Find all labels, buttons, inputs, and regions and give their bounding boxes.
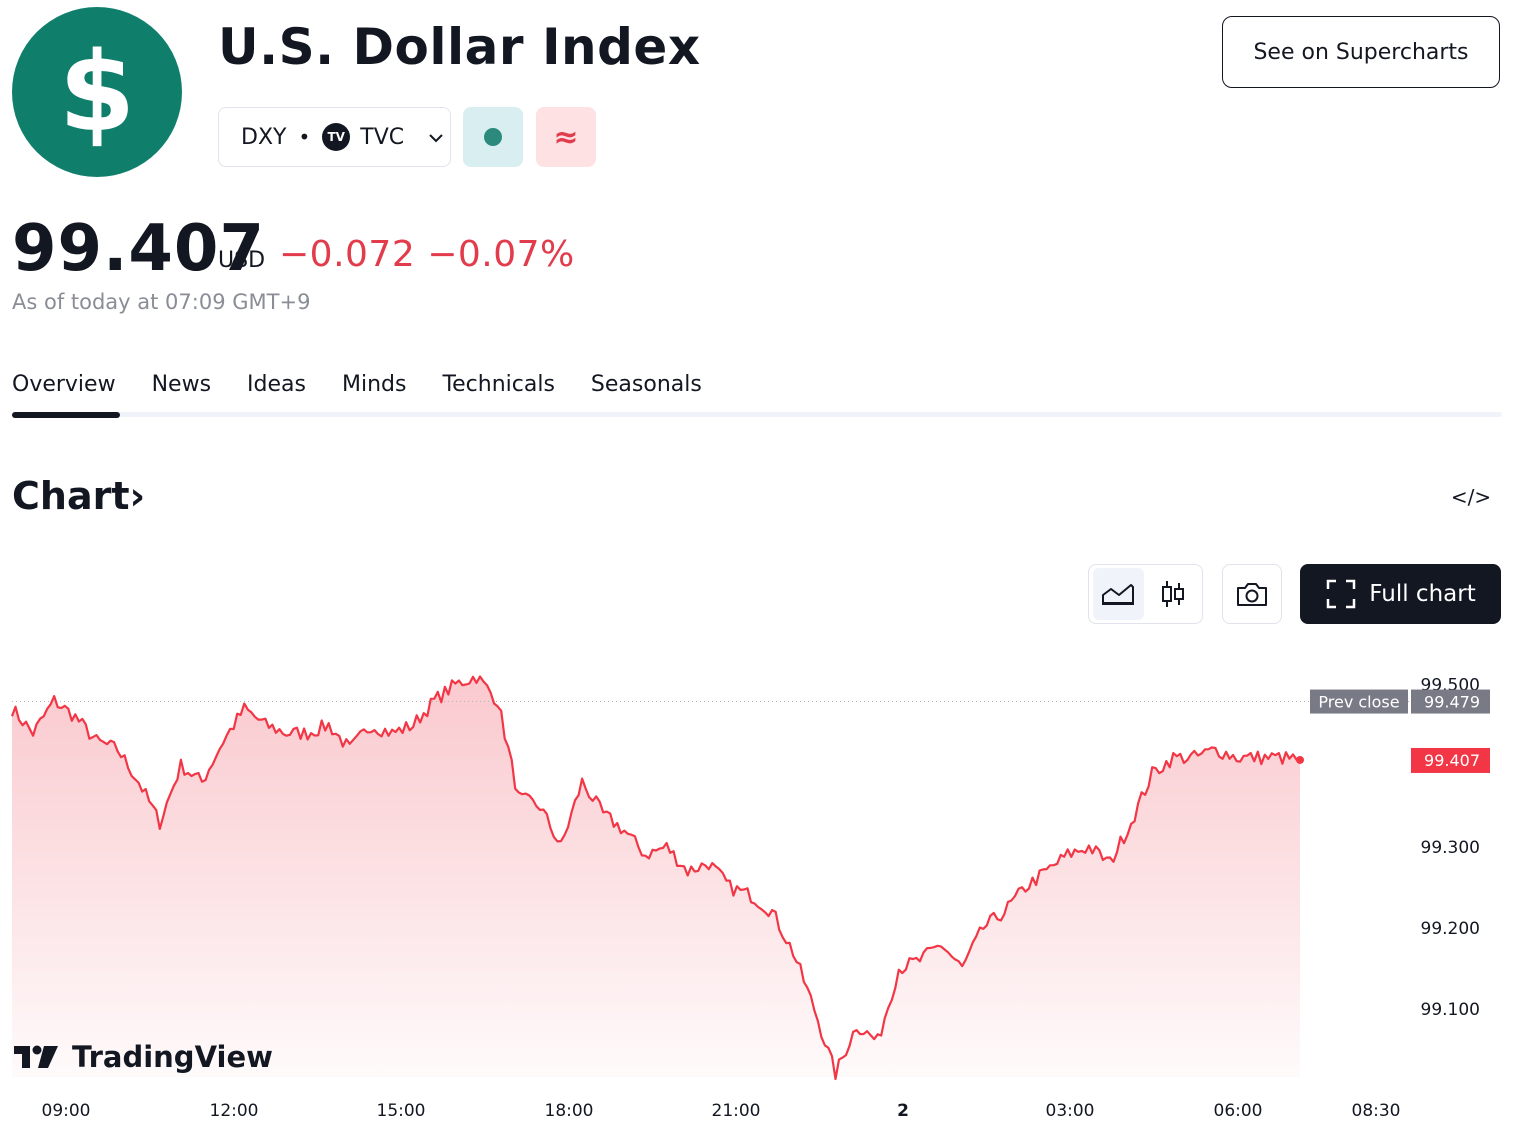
prev-close-value-bg (1411, 689, 1490, 714)
chart-type-toggle (1088, 564, 1203, 624)
chart-heading: Chart (12, 474, 130, 518)
last-price: 99.407 (12, 212, 265, 286)
x-tick-label-3: 18:00 (545, 1101, 594, 1121)
x-tick-label-0: 09:00 (42, 1101, 91, 1121)
see-on-supercharts-button[interactable]: See on Supercharts (1222, 16, 1500, 88)
tab-news[interactable]: News (151, 372, 212, 397)
x-tick-label-1: 12:00 (210, 1101, 259, 1121)
exchange-name: TVC (360, 124, 405, 150)
area-chart-icon[interactable] (1093, 568, 1144, 620)
prev-close-label-bg (1310, 689, 1408, 714)
price-area-fill (12, 676, 1300, 1079)
price-currency: USD (218, 248, 266, 273)
x-tick-label-4: 21:00 (712, 1101, 761, 1121)
full-chart-button[interactable]: Full chart (1300, 564, 1501, 624)
embed-code-icon[interactable]: </> (1450, 485, 1492, 509)
chevron-down-icon (428, 127, 444, 148)
y-tick-label-1: 99.300 (1421, 838, 1480, 858)
change-absolute: −0.072 (279, 234, 416, 275)
y-tick-label-3: 99.100 (1421, 1000, 1480, 1020)
change-percent: −0.07% (427, 234, 575, 275)
tab-bar: Overview News Ideas Minds Technicals Sea… (12, 372, 702, 413)
x-tick-label-2: 15:00 (377, 1101, 426, 1121)
full-chart-label: Full chart (1369, 581, 1476, 607)
tradingview-watermark: TradingView (14, 1040, 273, 1074)
price-line (10, 675, 1301, 1081)
exchange-logo-icon: TV (322, 123, 351, 151)
camera-icon[interactable] (1222, 564, 1282, 624)
tabs-divider (12, 412, 1502, 417)
tradingview-logo-icon (14, 1045, 58, 1068)
tab-minds[interactable]: Minds (341, 372, 407, 397)
chevron-right-icon: › (129, 474, 146, 518)
chart-section-link[interactable]: Chart› (12, 474, 145, 518)
delayed-data-badge[interactable]: ≈ (536, 107, 596, 167)
symbol-ticker: DXY (241, 124, 287, 150)
active-tab-indicator (12, 412, 120, 418)
x-tick-label-6: 03:00 (1046, 1101, 1095, 1121)
price-timestamp: As of today at 07:09 GMT+9 (12, 290, 311, 314)
symbol-selector[interactable]: DXY • TV TVC (218, 107, 451, 167)
last-price-label-bg (1411, 747, 1490, 773)
tab-ideas[interactable]: Ideas (247, 372, 306, 397)
page-title: U.S. Dollar Index (218, 18, 701, 76)
prev-close-value: 99.479 (1424, 693, 1480, 712)
tab-technicals[interactable]: Technicals (442, 372, 555, 397)
watermark-text: TradingView (72, 1040, 273, 1074)
x-tick-label-8: 08:30 (1352, 1101, 1401, 1121)
tab-seasonals[interactable]: Seasonals (590, 372, 702, 397)
status-dot-icon (484, 128, 502, 146)
price-change: −0.072 −0.07% (279, 234, 575, 275)
candlestick-chart-icon[interactable] (1148, 568, 1199, 620)
x-tick-label-7: 06:00 (1214, 1101, 1263, 1121)
prev-close-label: Prev close (1318, 693, 1399, 712)
dollar-logo-icon: $ (12, 7, 182, 177)
y-tick-label-2: 99.200 (1421, 919, 1480, 939)
last-price-dot (1296, 755, 1304, 764)
tab-overview[interactable]: Overview (12, 372, 116, 397)
separator-dot: • (298, 125, 311, 149)
fullscreen-icon (1327, 579, 1356, 609)
last-price-label: 99.407 (1424, 751, 1480, 770)
x-tick-label-5: 2 (897, 1101, 909, 1121)
market-status-badge[interactable] (463, 107, 523, 167)
